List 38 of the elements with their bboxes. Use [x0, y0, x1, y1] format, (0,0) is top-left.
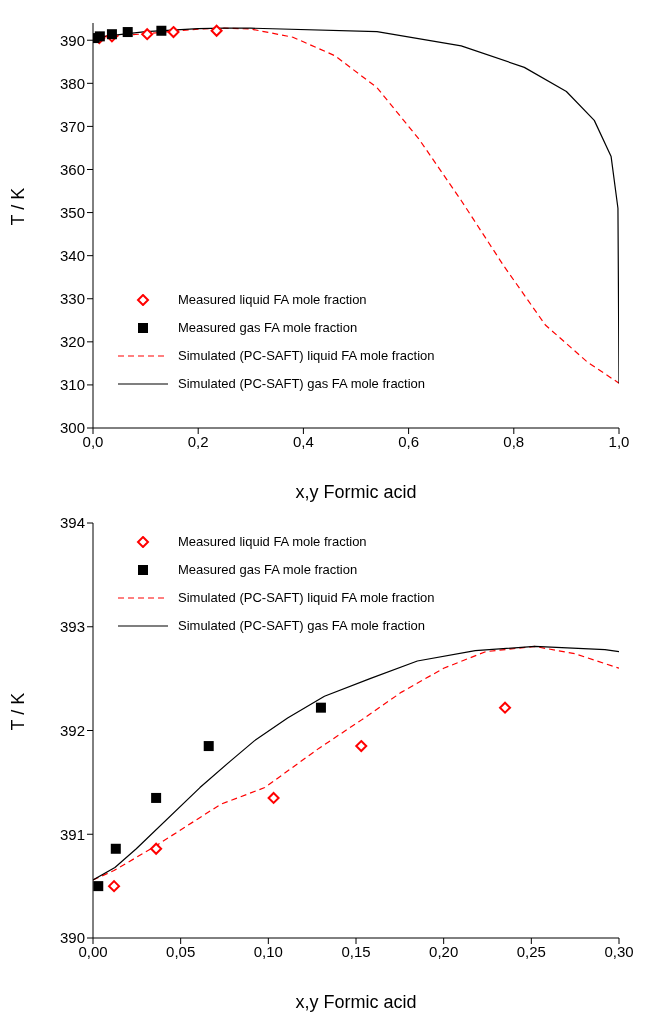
legend-label: Measured liquid FA mole fraction [178, 533, 367, 551]
x-tick-label: 0,05 [166, 942, 196, 960]
y-tick-label: 310 [59, 376, 85, 394]
x-tick-label: 0,10 [253, 942, 283, 960]
x-tick-label: 0,8 [503, 432, 525, 450]
y-tick-label: 380 [59, 74, 85, 92]
x-tick-label: 1,0 [608, 432, 630, 450]
legend-label: Simulated (PC-SAFT) gas FA mole fraction [178, 617, 426, 635]
y-axis-title: T / K [8, 692, 29, 731]
y-tick-label: 360 [59, 160, 85, 178]
x-tick-label: 0,4 [292, 432, 314, 450]
x-tick-label: 0,6 [398, 432, 420, 450]
x-tick-label: 0,20 [429, 942, 459, 960]
legend-label: Simulated (PC-SAFT) liquid FA mole fraction [178, 589, 435, 607]
y-tick-label: 393 [59, 618, 85, 636]
y-tick-label: 340 [59, 246, 85, 264]
x-axis-title: x,y Formic acid [295, 482, 417, 502]
y-tick-label: 300 [59, 419, 85, 437]
y-tick-label: 320 [59, 333, 85, 351]
legend-label: Measured liquid FA mole fraction [178, 291, 367, 309]
y-axis-title: T / K [8, 187, 29, 226]
x-tick-label: 0,25 [516, 942, 546, 960]
x-tick-label: 0,15 [341, 942, 371, 960]
x-tick-label: 0,0 [82, 432, 104, 450]
x-tick-label: 0,2 [187, 432, 209, 450]
y-tick-label: 350 [59, 203, 85, 221]
y-tick-label: 390 [59, 31, 85, 49]
y-tick-label: 394 [59, 514, 85, 532]
y-tick-label: 330 [59, 290, 85, 308]
y-tick-label: 392 [59, 721, 85, 739]
legend-label: Simulated (PC-SAFT) liquid FA mole fraction [178, 347, 435, 365]
legend-label: Simulated (PC-SAFT) gas FA mole fraction [178, 375, 426, 393]
y-tick-label: 391 [59, 825, 85, 843]
x-tick-label: 0,30 [604, 942, 634, 960]
legend-label: Measured gas FA mole fraction [178, 319, 358, 337]
x-axis-title: x,y Formic acid [295, 992, 417, 1012]
y-tick-label: 370 [59, 117, 85, 135]
legend-label: Measured gas FA mole fraction [178, 561, 358, 579]
